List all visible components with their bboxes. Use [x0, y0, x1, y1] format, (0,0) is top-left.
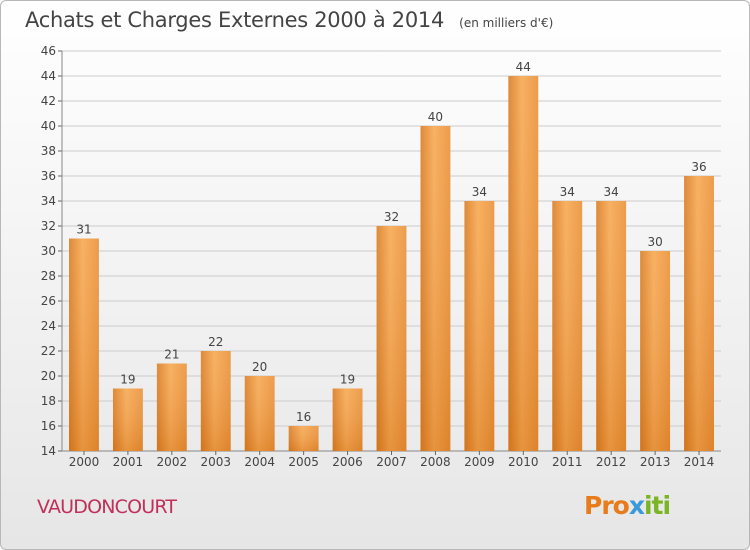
logo-part-3: iti: [643, 491, 671, 520]
x-tick-label: 2010: [508, 455, 539, 469]
y-tick-label: 18: [41, 394, 56, 408]
logo-part-2: x: [628, 491, 645, 520]
proxiti-logo[interactable]: Proxiti: [584, 491, 671, 520]
data-label: 44: [516, 60, 531, 74]
bar-shade: [684, 176, 714, 451]
bar-shade: [464, 201, 495, 451]
x-tick-label: 2000: [69, 455, 100, 469]
x-tick-label: 2009: [464, 455, 495, 469]
x-tick-label: 2013: [640, 455, 671, 469]
x-tick-label: 2002: [157, 455, 188, 469]
commune-name: VAUDONCOURT: [37, 496, 177, 518]
bar-shade: [244, 376, 275, 451]
logo-part-1: Pro: [584, 491, 630, 520]
data-label: 32: [384, 210, 399, 224]
y-tick-label: 32: [41, 219, 56, 233]
y-tick-label: 28: [41, 269, 56, 283]
x-tick-label: 2012: [596, 455, 627, 469]
y-tick-label: 36: [41, 169, 56, 183]
chart-title: Achats et Charges Externes 2000 à 2014: [25, 8, 445, 32]
x-tick-label: 2001: [113, 455, 144, 469]
data-label: 19: [340, 373, 355, 387]
label-layer: 31 19 21 22 20 16 19 32 40 34 44 34 34 30 36: [76, 60, 706, 424]
data-label: 40: [428, 110, 443, 124]
x-tick-label: 2011: [552, 455, 583, 469]
data-label: 30: [647, 235, 662, 249]
y-tick-label: 34: [41, 194, 56, 208]
y-tick-label: 38: [41, 144, 56, 158]
bar-shade: [112, 388, 143, 451]
bar-shade: [156, 363, 187, 451]
bar-shade: [288, 426, 319, 451]
chart-title-block: Achats et Charges Externes 2000 à 2014 (…: [25, 8, 553, 32]
x-tick-label: 2014: [684, 455, 715, 469]
bar-shade: [552, 201, 583, 451]
x-tick-label: 2005: [288, 455, 319, 469]
y-tick-label: 30: [41, 244, 56, 258]
bar-shade: [508, 76, 539, 451]
y-tick-label: 20: [41, 369, 56, 383]
y-tick-label: 42: [41, 94, 56, 108]
chart-subtitle: (en milliers d'€): [459, 16, 554, 30]
y-tick-label: 22: [41, 344, 56, 358]
x-tick-label: 2003: [200, 455, 231, 469]
data-label: 34: [560, 185, 575, 199]
y-tick-label: 14: [41, 444, 56, 458]
data-label: 16: [296, 410, 311, 424]
data-label: 34: [604, 185, 619, 199]
data-label: 36: [691, 160, 706, 174]
bar-shade: [200, 351, 231, 451]
bar-shade: [69, 238, 99, 451]
y-tick-label: 16: [41, 419, 56, 433]
x-tick-label: 2007: [376, 455, 407, 469]
bar-shade: [640, 251, 671, 451]
bar-shade: [420, 126, 451, 451]
y-tick-label: 44: [41, 69, 56, 83]
data-label: 31: [76, 223, 91, 237]
y-tick-label: 40: [41, 119, 56, 133]
data-label: 22: [208, 335, 223, 349]
y-tick-label: 46: [41, 44, 56, 58]
bar-layer: [69, 76, 714, 451]
data-label: 20: [252, 360, 267, 374]
bar-shade: [596, 201, 627, 451]
x-tick-label: 2008: [420, 455, 451, 469]
data-label: 21: [164, 348, 179, 362]
y-tick-label: 26: [41, 294, 56, 308]
bar-shade: [332, 388, 363, 451]
x-tick-label: 2004: [244, 455, 275, 469]
data-label: 34: [472, 185, 487, 199]
bar-shade: [376, 226, 407, 451]
x-tick-label: 2006: [332, 455, 363, 469]
y-tick-label: 24: [41, 319, 56, 333]
data-label: 19: [120, 373, 135, 387]
